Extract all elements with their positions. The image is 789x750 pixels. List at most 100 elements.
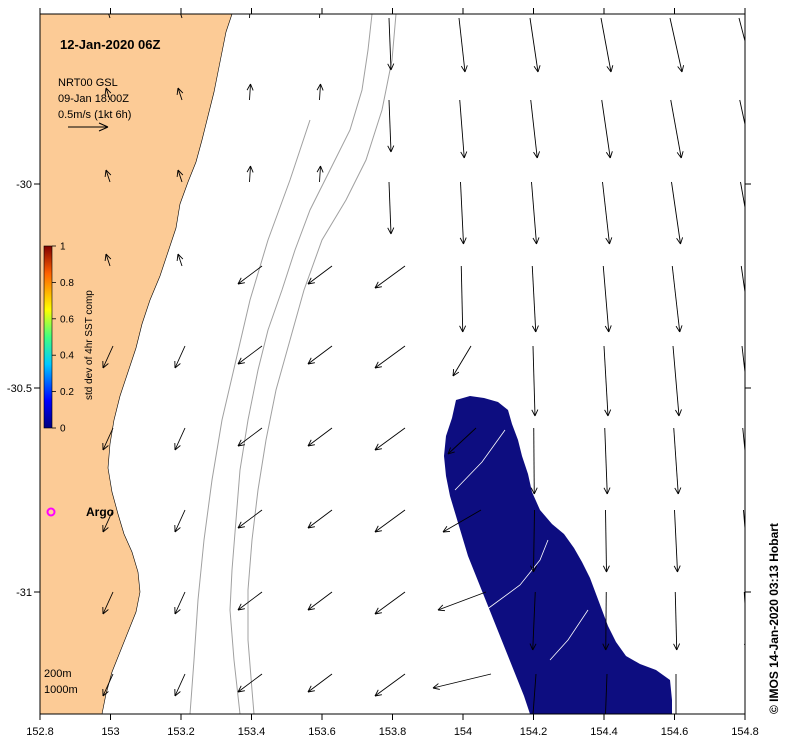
- y-tick-label: -30.5: [7, 383, 32, 395]
- x-tick-label: 153.8: [379, 726, 407, 738]
- x-tick-label: 154: [454, 726, 472, 738]
- argo-label: Argo: [86, 505, 114, 519]
- current-vector: [605, 673, 608, 714]
- current-vector: [442, 509, 482, 533]
- colorbar-label: std dev of 4hr SST comp: [84, 290, 95, 400]
- current-vector: [174, 509, 186, 533]
- current-vector: [237, 427, 263, 447]
- current-vector: [602, 265, 612, 333]
- map-title: 12-Jan-2020 06Z: [60, 37, 161, 52]
- current-vector: [531, 345, 539, 417]
- current-vector: [742, 427, 745, 456]
- current-vector: [246, 165, 254, 183]
- current-vector: [374, 345, 406, 369]
- land-coastline: [39, 13, 233, 715]
- sst-data-patch: [444, 396, 672, 714]
- current-vector: [387, 181, 395, 235]
- colorbar-tick-label: 0: [60, 424, 66, 435]
- current-vector: [670, 99, 684, 159]
- colorbar: [43, 245, 53, 429]
- axis-ticks: 152.8 153 153.2 153.4 153.6 153.8 154 154.2 154.…: [7, 8, 759, 738]
- x-tick-label: 154.6: [661, 726, 689, 738]
- current-vector: [672, 345, 682, 417]
- colorbar-tick-label: 0.8: [60, 278, 74, 289]
- current-vector: [602, 591, 610, 651]
- current-vector: [529, 17, 541, 73]
- current-vector: [671, 181, 684, 245]
- current-vector: [316, 83, 324, 101]
- analysis-time-label: 09-Jan 18:00Z: [58, 93, 129, 105]
- credit-label: © IMOS 14-Jan-2020 03:13 Hobart: [767, 523, 781, 714]
- current-vector: [374, 427, 406, 451]
- current-vector: [603, 345, 612, 417]
- current-vector: [530, 427, 538, 495]
- current-vector: [740, 181, 745, 210]
- current-vector: [374, 673, 406, 697]
- isobath-inner: [189, 119, 311, 714]
- current-vector: [675, 674, 677, 714]
- current-vector: [671, 265, 683, 333]
- colorbar-tick-label: 1: [60, 242, 66, 253]
- current-vector: [307, 673, 333, 693]
- current-vector: [387, 17, 395, 71]
- current-vector: [307, 591, 333, 611]
- current-vector: [246, 83, 254, 101]
- y-tick-label: -30: [16, 179, 32, 191]
- current-vector: [452, 345, 472, 377]
- current-vector: [307, 427, 333, 447]
- x-tick-label: 154.8: [731, 726, 759, 738]
- current-vector: [108, 14, 111, 19]
- current-vector: [237, 345, 263, 365]
- colorbar-tick-label: 0.6: [60, 314, 74, 325]
- current-vector: [673, 427, 682, 495]
- depth-legend-200m: 200m: [44, 668, 72, 680]
- current-vector: [176, 253, 184, 267]
- current-vector: [531, 265, 539, 333]
- current-vector: [237, 591, 263, 611]
- x-tick-label: 153: [101, 726, 119, 738]
- isobath-200m: [229, 14, 373, 714]
- current-vector: [739, 99, 745, 127]
- current-vector: [530, 509, 538, 573]
- current-vector: [174, 673, 186, 697]
- current-vector: [307, 345, 333, 365]
- x-tick-label: 153.6: [308, 726, 336, 738]
- current-vector: [374, 509, 406, 533]
- current-vector: [738, 17, 745, 43]
- current-vector: [458, 17, 468, 73]
- x-tick-label: 154.4: [590, 726, 618, 738]
- current-vector: [174, 427, 186, 451]
- current-vector: [459, 99, 468, 159]
- current-vector: [673, 509, 681, 573]
- current-vector: [316, 165, 324, 183]
- current-vectors: [102, 14, 745, 714]
- current-vector: [104, 87, 112, 101]
- current-vector: [602, 181, 613, 245]
- colorbar-tick-label: 0.4: [60, 351, 74, 362]
- product-label: NRT00 GSL: [58, 77, 118, 89]
- current-vector: [387, 99, 395, 153]
- scale-arrow: [68, 122, 109, 132]
- current-vector: [237, 673, 263, 693]
- current-vector: [603, 427, 611, 495]
- current-vector: [374, 591, 406, 615]
- current-vector: [741, 345, 745, 377]
- current-vector: [174, 345, 186, 369]
- scale-label: 0.5m/s (1kt 6h): [58, 109, 131, 121]
- current-vector: [102, 509, 114, 533]
- x-tick-label: 153.2: [167, 726, 195, 738]
- x-tick-label: 154.2: [520, 726, 548, 738]
- y-tick-label: -31: [16, 587, 32, 599]
- current-vector: [601, 99, 613, 159]
- argo-marker: [46, 507, 56, 517]
- current-vector: [307, 509, 333, 529]
- current-vector: [237, 265, 263, 285]
- current-vector: [237, 509, 263, 529]
- current-vector: [600, 17, 614, 73]
- current-vector: [459, 181, 467, 245]
- current-vector: [307, 265, 333, 285]
- isobath-1000m: [247, 14, 397, 714]
- colorbar-ticks: 0 0.2 0.4 0.6 0.8 1: [52, 242, 74, 435]
- colorbar-tick-label: 0.2: [60, 387, 74, 398]
